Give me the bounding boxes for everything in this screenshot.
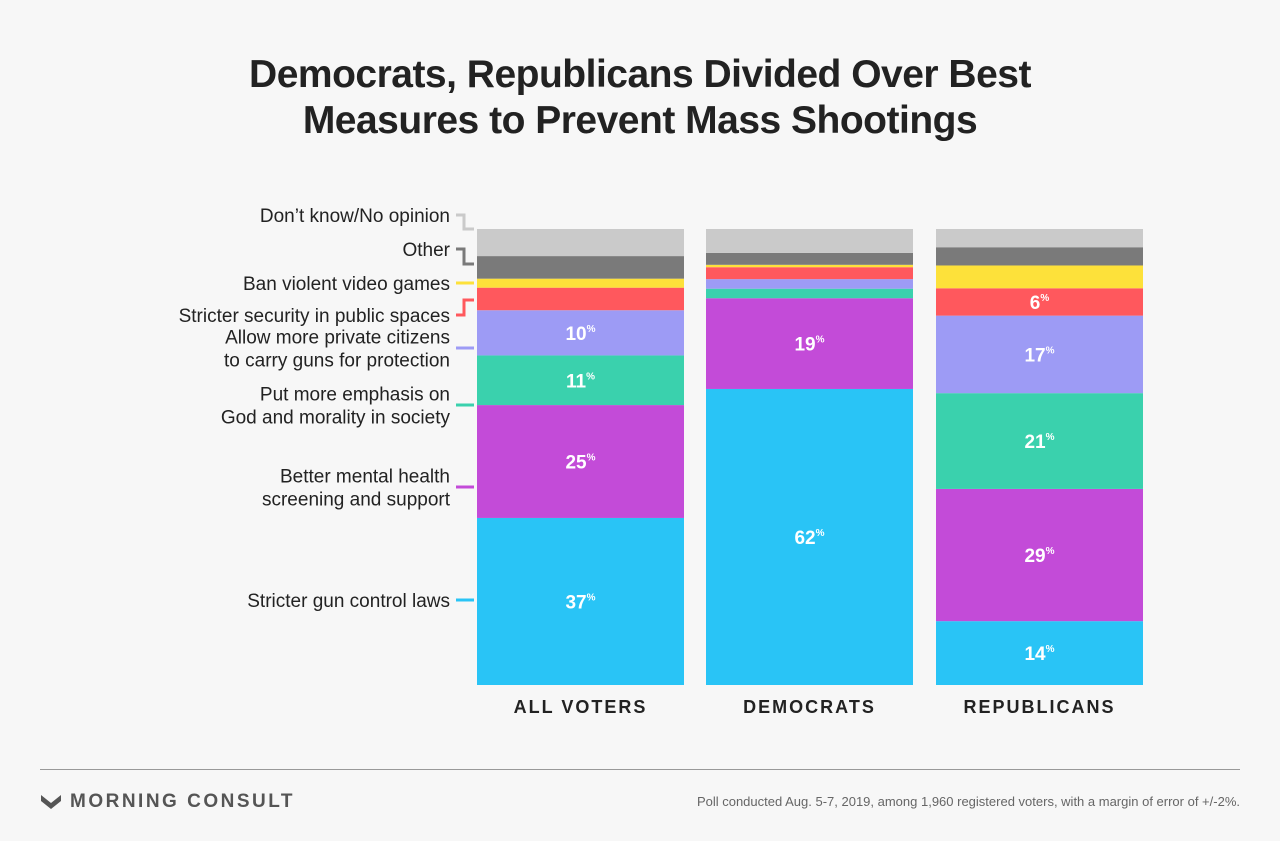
bar-segment-all-voters-put-more-emphasis-on-god-and-morality-in-society xyxy=(477,355,684,406)
footer-divider xyxy=(40,769,1240,770)
bar-segment-all-voters-stricter-gun-control-laws xyxy=(477,517,684,685)
legend-label-stricter-security-in-public-spaces: Stricter security in public spaces xyxy=(179,306,450,327)
morning-consult-chevron-icon xyxy=(41,795,61,809)
bar-segment-republicans-stricter-security-in-public-spaces xyxy=(936,288,1143,316)
bar-segment-democrats-allow-more-private-citizens-to-carry-guns-for-protection xyxy=(706,279,913,289)
legend-label-other: Other xyxy=(402,240,450,261)
bar-segment-all-voters-don-t-know-no-opinion xyxy=(477,229,684,257)
title-line-1: Democrats, Republicans Divided Over Best xyxy=(249,53,1031,96)
bar-segment-all-voters-ban-violent-video-games xyxy=(477,278,684,288)
footnote: Poll conducted Aug. 5-7, 2019, among 1,9… xyxy=(696,794,1240,809)
bar-segment-all-voters-other xyxy=(477,256,684,279)
bar-segment-republicans-allow-more-private-citizens-to-carry-guns-for-protection xyxy=(936,315,1143,394)
legend-label-allow-more-private-citizens-to-carry-guns-for-protection: Allow more private citizens to carry guns… xyxy=(224,328,450,372)
legend-marker-stricter-security-in-public-spaces xyxy=(456,298,474,317)
stacked-bar-chart: 37%25%11%10%62%19%14%29%21%17%6%ALL VOTE… xyxy=(179,206,1143,717)
legend-marker-other xyxy=(456,247,474,266)
bar-segment-republicans-better-mental-health-screening-and-support xyxy=(936,488,1143,622)
title-line-2: Measures to Prevent Mass Shootings xyxy=(302,99,978,142)
x-tick-label-republicans: REPUBLICANS xyxy=(963,697,1115,717)
bar-segment-republicans-other xyxy=(936,247,1143,266)
x-tick-label-all-voters: ALL VOTERS xyxy=(514,697,648,717)
legend-label-stricter-gun-control-laws: Stricter gun control laws xyxy=(247,591,450,612)
legend-label-don-t-know-no-opinion: Don’t know/No opinion xyxy=(260,206,450,227)
bar-segment-democrats-better-mental-health-screening-and-support xyxy=(706,298,913,389)
legend-marker-don-t-know-no-opinion xyxy=(456,213,474,231)
bar-segment-democrats-other xyxy=(706,252,913,265)
bar-segment-democrats-stricter-gun-control-laws xyxy=(706,388,913,685)
bar-segment-all-voters-allow-more-private-citizens-to-carry-guns-for-protection xyxy=(477,310,684,356)
bar-segment-all-voters-stricter-security-in-public-spaces xyxy=(477,287,684,311)
brand-logo: MORNING CONSULT xyxy=(40,791,295,813)
chart-title: Democrats, Republicans Divided Over Best… xyxy=(0,52,1280,144)
bar-segment-republicans-put-more-emphasis-on-god-and-morality-in-society xyxy=(936,393,1143,489)
bar-segment-democrats-ban-violent-video-games xyxy=(706,264,913,268)
bar-segment-democrats-don-t-know-no-opinion xyxy=(706,229,913,253)
bar-segment-all-voters-better-mental-health-screening-and-support xyxy=(477,405,684,518)
brand-name: MORNING CONSULT xyxy=(70,791,296,812)
x-tick-label-democrats: DEMOCRATS xyxy=(743,697,876,717)
legend-label-ban-violent-video-games: Ban violent video games xyxy=(243,274,450,295)
legend-label-better-mental-health-screening-and-support: Better mental health screening and suppor… xyxy=(262,467,451,511)
bar-segment-democrats-put-more-emphasis-on-god-and-morality-in-society xyxy=(706,288,913,299)
bar-segment-republicans-don-t-know-no-opinion xyxy=(936,229,1143,248)
bar-segment-democrats-stricter-security-in-public-spaces xyxy=(706,267,913,280)
bar-segment-republicans-stricter-gun-control-laws xyxy=(936,621,1143,685)
bar-segment-republicans-ban-violent-video-games xyxy=(936,265,1143,289)
legend-label-put-more-emphasis-on-god-and-morality-in-society: Put more emphasis on God and morality in … xyxy=(221,385,451,429)
